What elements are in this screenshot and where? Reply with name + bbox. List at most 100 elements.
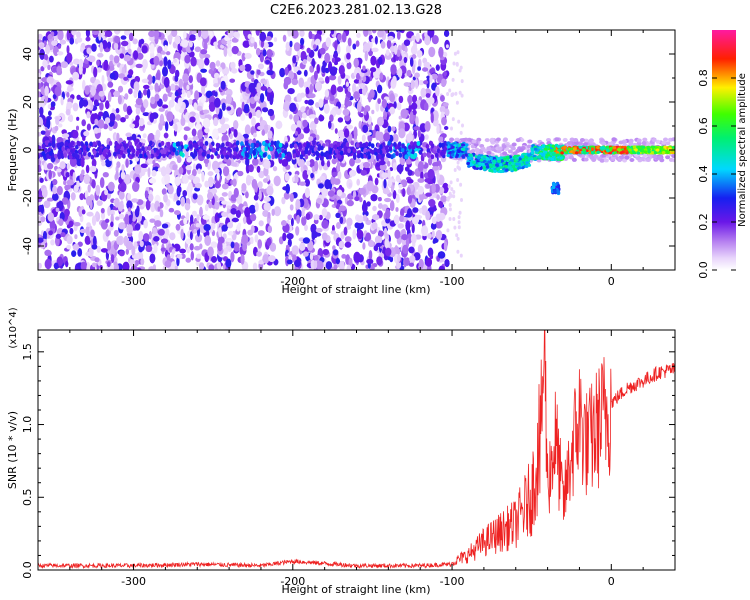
heatmap-cell	[336, 86, 344, 93]
heatmap-cell	[315, 227, 323, 233]
heatmap-cell	[72, 71, 80, 81]
heatmap-cell	[119, 53, 125, 59]
heatmap-cell	[431, 216, 437, 225]
heatmap-cell	[230, 208, 237, 215]
heatmap-cell	[209, 61, 216, 70]
heatmap-cell	[438, 142, 443, 148]
heatmap-cell	[342, 31, 347, 43]
heatmap-cell	[97, 140, 101, 146]
heatmap-cell	[131, 148, 136, 154]
heatmap-cell	[267, 212, 271, 219]
heatmap-cell	[227, 222, 234, 229]
heatmap-cell	[318, 98, 324, 108]
heatmap-cell	[202, 215, 210, 220]
heatmap-cell	[195, 223, 201, 228]
heatmap-cell	[199, 262, 205, 270]
heatmap-cell	[107, 240, 112, 251]
heatmap-cell	[444, 108, 450, 117]
heatmap-cell	[92, 235, 97, 247]
heatmap-cell	[225, 238, 233, 242]
heatmap-cell	[309, 252, 314, 261]
heatmap-cell	[194, 46, 201, 53]
heatmap-cell	[145, 190, 149, 199]
heatmap-cell	[61, 146, 65, 152]
heatmap-cell	[444, 30, 450, 37]
heatmap-cell	[328, 149, 333, 155]
heatmap-cell	[159, 209, 164, 218]
heatmap-cell	[328, 74, 337, 81]
heatmap-cell	[197, 168, 202, 175]
heatmap-cell	[189, 231, 193, 241]
heatmap-cell	[395, 193, 400, 203]
heatmap-cell	[118, 213, 125, 220]
heatmap-cell	[267, 109, 274, 117]
heatmap-cell	[269, 61, 273, 71]
heatmap-cell	[248, 82, 256, 93]
heatmap-cell	[406, 179, 414, 184]
heatmap-cell	[71, 250, 77, 257]
heatmap-cell	[203, 158, 210, 164]
heatmap-cell	[247, 229, 254, 236]
heatmap-cell	[56, 65, 62, 74]
heatmap-cell	[40, 216, 46, 223]
heatmap-cell	[47, 163, 54, 170]
heatmap-cell	[290, 123, 297, 132]
heatmap-cell	[435, 64, 440, 71]
heatmap-cell	[254, 234, 259, 243]
heatmap-cell	[66, 52, 73, 63]
heatmap-cell	[87, 184, 91, 193]
heatmap-cell	[448, 217, 452, 221]
heatmap-cell	[92, 150, 97, 155]
heatmap-cell	[250, 213, 257, 222]
heatmap-cell	[48, 230, 53, 236]
heatmap-cell	[221, 211, 229, 217]
heatmap-cell	[89, 200, 93, 210]
heatmap-cell	[245, 191, 249, 199]
heatmap-cell	[53, 262, 59, 270]
heatmap-cell	[124, 114, 129, 119]
heatmap-cell	[302, 119, 308, 128]
heatmap-cell	[380, 41, 386, 49]
heatmap-cell	[179, 151, 183, 157]
heatmap-cell	[661, 140, 667, 145]
heatmap-cell	[254, 202, 259, 212]
heatmap-cell	[193, 245, 201, 251]
heatmap-cell	[370, 194, 378, 202]
heatmap-cell	[258, 170, 265, 179]
heatmap-cell	[416, 50, 423, 58]
heatmap-cell	[352, 148, 357, 154]
heatmap-cell	[244, 124, 251, 135]
heatmap-cell	[459, 253, 463, 258]
heatmap-cell	[431, 183, 436, 194]
heatmap-cell	[345, 225, 352, 230]
heatmap-cell	[442, 79, 447, 84]
heatmap-cell	[284, 172, 290, 182]
heatmap-cell	[107, 152, 112, 157]
heatmap-cell	[315, 150, 319, 156]
heatmap-cell	[352, 83, 357, 94]
heatmap-cell	[139, 138, 146, 144]
heatmap-cell	[287, 151, 292, 157]
heatmap-cell	[260, 93, 265, 103]
heatmap-cell	[279, 67, 286, 78]
heatmap-cell	[192, 193, 198, 200]
heatmap-cell	[88, 55, 96, 63]
heatmap-cell	[139, 153, 143, 159]
heatmap-cell	[106, 144, 111, 150]
heatmap-cell	[283, 144, 288, 150]
heatmap-cell	[196, 214, 200, 222]
heatmap-cell	[113, 30, 121, 35]
heatmap-cell	[440, 95, 445, 102]
heatmap-cell	[159, 84, 165, 89]
heatmap-cell	[425, 257, 433, 267]
heatmap-cell	[448, 207, 452, 212]
heatmap-cell	[405, 220, 411, 232]
heatmap-cell	[371, 47, 379, 53]
heatmap-cell	[281, 220, 287, 227]
heatmap-cell	[289, 114, 293, 120]
heatmap-cell	[376, 148, 381, 154]
heatmap-cell	[162, 93, 168, 102]
heatmap-cell	[115, 216, 120, 221]
heatmap-cell	[393, 44, 398, 55]
heatmap-cell	[100, 207, 105, 214]
